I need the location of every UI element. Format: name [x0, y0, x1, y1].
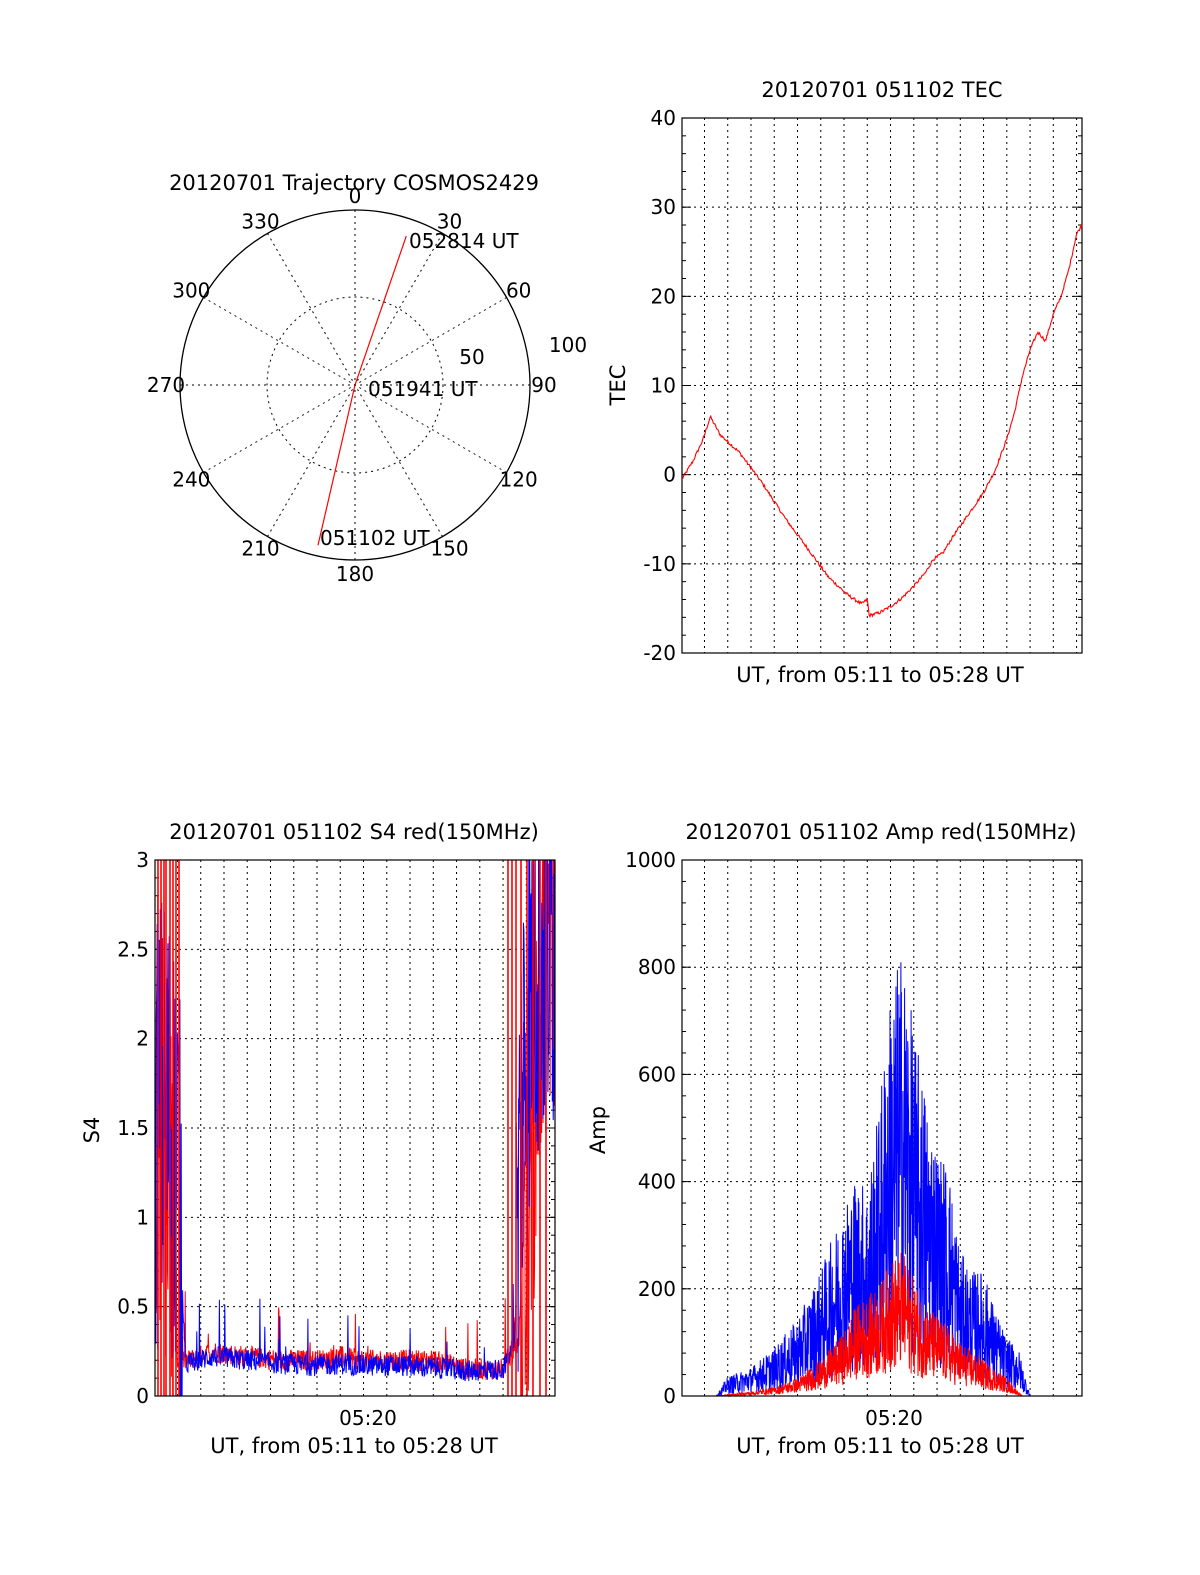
amp-y-tick-0: 0: [663, 1384, 676, 1408]
amp-y-tick-labels: 0 200 400 600 800 1000: [625, 848, 676, 1408]
polar-angle-label-0: 0: [349, 184, 362, 208]
s4-y-tick-1.5: 1.5: [117, 1116, 149, 1140]
s4-y-tick-3: 3: [136, 848, 149, 872]
s4-y-tick-labels: 0 0.5 1 1.5 2 2.5 3: [117, 848, 149, 1408]
tec-y-tick--20: -20: [643, 641, 676, 665]
trajectory-end-label: 052814 UT: [409, 229, 519, 253]
polar-angle-label-180: 180: [336, 562, 374, 586]
tec-y-tick-20: 20: [651, 284, 676, 308]
s4-frame: [154, 859, 556, 1397]
amp-y-label: Amp: [586, 1106, 610, 1154]
tec-minor-ticks: [682, 117, 1082, 654]
amp-series: [682, 962, 1082, 1398]
tec-y-tick-30: 30: [651, 195, 676, 219]
s4-x-tick-label: 05:20: [339, 1406, 397, 1430]
tec-y-label: TEC: [606, 365, 630, 407]
s4-title: 20120701 051102 S4 red(150MHz): [169, 820, 539, 844]
polar-angle-label-60: 60: [506, 279, 531, 303]
amp-series-blue: [682, 962, 1082, 1397]
tec-y-tick--10: -10: [643, 552, 676, 576]
s4-panel: 20120701 051102 S4 red(150MHz) 0 0.5 1 1.5 2…: [80, 820, 556, 1458]
polar-angle-label-240: 240: [172, 468, 210, 492]
tec-y-tick-0: 0: [663, 463, 676, 487]
polar-angle-label-300: 300: [172, 279, 210, 303]
tec-y-tick-10: 10: [651, 374, 676, 398]
amp-frame: [681, 859, 1083, 1397]
trajectory-start-label: 051102 UT: [320, 526, 430, 550]
s4-y-tick-2.5: 2.5: [117, 937, 149, 961]
trajectory-line: [317, 235, 407, 546]
s4-y-tick-1: 1: [136, 1205, 149, 1229]
amp-y-tick-400: 400: [638, 1170, 676, 1194]
s4-y-tick-2: 2: [136, 1027, 149, 1051]
amp-x-tick-label: 05:20: [865, 1406, 923, 1430]
tec-title: 20120701 051102 TEC: [761, 78, 1002, 102]
s4-series-blue: [154, 859, 556, 1397]
tec-frame: [681, 117, 1083, 654]
polar-angle-label-330: 330: [241, 209, 279, 233]
polar-angle-label-120: 120: [500, 468, 538, 492]
polar-inner-circle: [266, 296, 444, 474]
s4-y-label: S4: [80, 1117, 104, 1144]
polar-angle-labels: 0 30 60 90 120 150 180 210 240 270 300 330: [147, 184, 557, 586]
tec-grid: [682, 118, 1082, 653]
trajectory-mid-label: 051941 UT: [368, 377, 478, 401]
s4-x-label: UT, from 05:11 to 05:28 UT: [210, 1434, 498, 1458]
polar-angle-label-210: 210: [241, 537, 279, 561]
tec-y-tick-40: 40: [651, 106, 676, 130]
amp-series-red: [682, 1252, 1082, 1398]
polar-radius-label-50: 50: [459, 345, 484, 369]
polar-panel: 20120701 Trajectory COSMOS2429 0 30 60 90 12…: [147, 171, 587, 586]
polar-angle-label-30: 30: [437, 209, 462, 233]
s4-y-tick-0.5: 0.5: [117, 1295, 149, 1319]
amp-y-tick-1000: 1000: [625, 848, 676, 872]
tec-y-tick-labels: -20 -10 0 10 20 30 40: [643, 106, 676, 665]
s4-series: [154, 859, 556, 1397]
amp-y-tick-800: 800: [638, 955, 676, 979]
amp-y-tick-600: 600: [638, 1062, 676, 1086]
amp-y-tick-200: 200: [638, 1277, 676, 1301]
tec-series-red: [681, 224, 1083, 618]
s4-y-tick-0: 0: [136, 1384, 149, 1408]
polar-title: 20120701 Trajectory COSMOS2429: [169, 171, 539, 195]
s4-grid: [155, 860, 555, 1396]
amp-x-label: UT, from 05:11 to 05:28 UT: [736, 1434, 1024, 1458]
amp-title: 20120701 051102 Amp red(150MHz): [685, 820, 1076, 844]
polar-angle-label-150: 150: [430, 537, 468, 561]
polar-angle-label-270: 270: [147, 373, 185, 397]
tec-series: [681, 224, 1083, 618]
polar-radius-label-100: 100: [549, 333, 587, 357]
tec-x-label: UT, from 05:11 to 05:28 UT: [736, 663, 1024, 687]
amp-panel: 20120701 051102 Amp red(150MHz) 0 200 400 6…: [586, 820, 1083, 1458]
polar-angle-label-90: 90: [531, 373, 556, 397]
